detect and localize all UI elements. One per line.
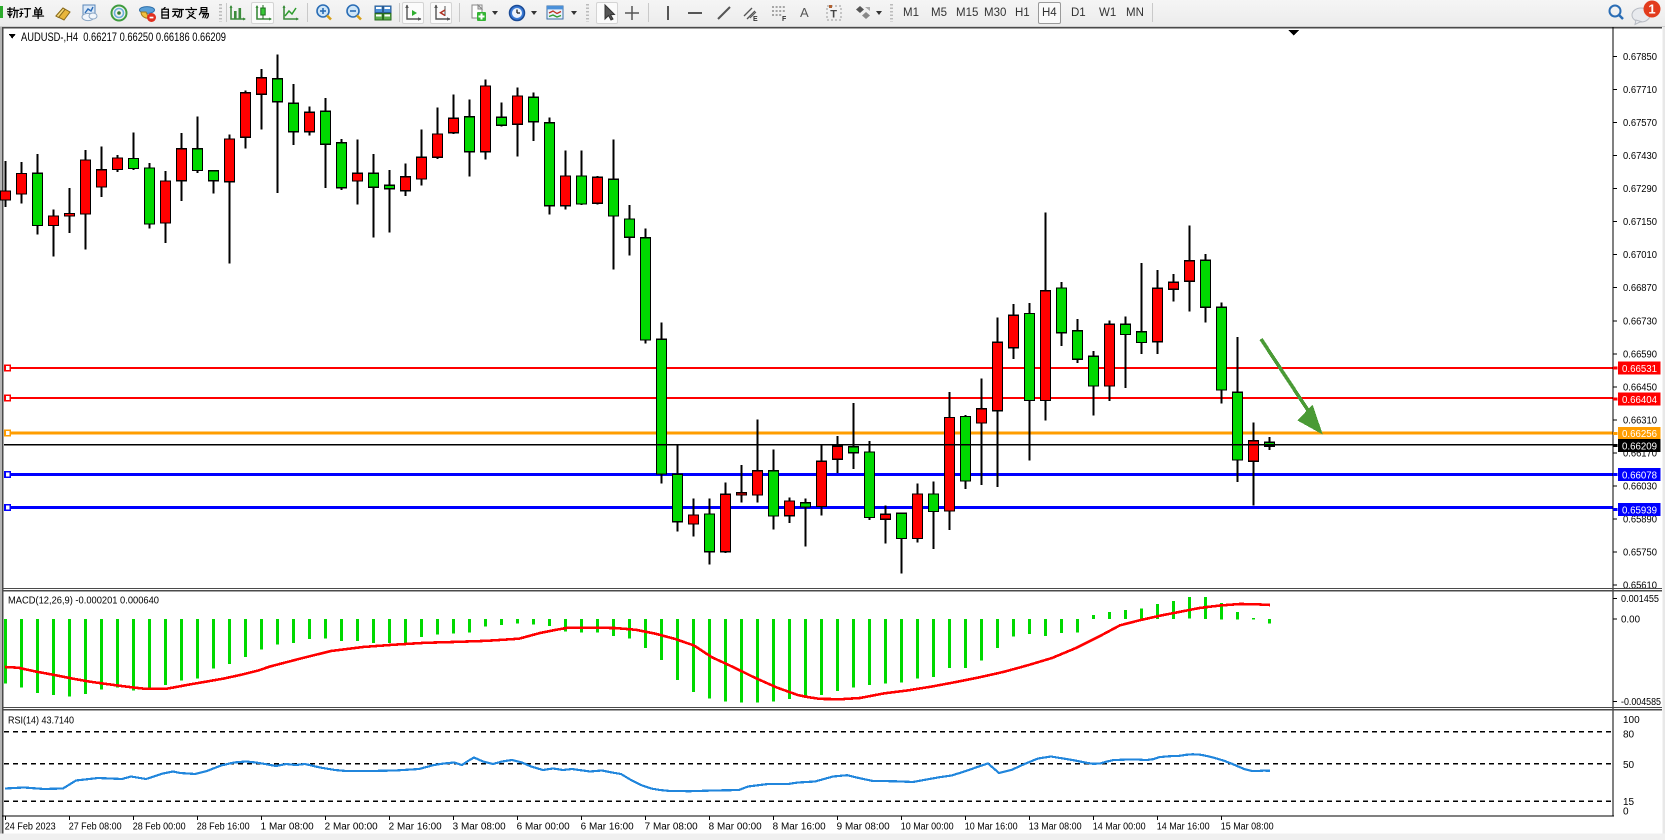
svg-text:E: E xyxy=(753,16,758,23)
svg-text:15 Mar 08:00: 15 Mar 08:00 xyxy=(1221,822,1275,833)
svg-text:F: F xyxy=(782,16,787,23)
svg-text:0.66450: 0.66450 xyxy=(1623,382,1657,393)
svg-text:3 Mar 08:00: 3 Mar 08:00 xyxy=(453,822,507,833)
svg-text:0.66590: 0.66590 xyxy=(1623,349,1657,360)
svg-text:0.67010: 0.67010 xyxy=(1623,250,1657,261)
svg-text:0.66870: 0.66870 xyxy=(1623,283,1657,294)
svg-text:9 Mar 08:00: 9 Mar 08:00 xyxy=(837,822,891,833)
svg-text:8 Mar 00:00: 8 Mar 00:00 xyxy=(709,822,763,833)
svg-text:1: 1 xyxy=(1648,2,1655,17)
svg-text:14 Mar 16:00: 14 Mar 16:00 xyxy=(1157,822,1211,833)
svg-text:0.67430: 0.67430 xyxy=(1623,151,1657,162)
svg-text:28 Feb 00:00: 28 Feb 00:00 xyxy=(133,822,186,833)
svg-text:15: 15 xyxy=(1623,797,1635,808)
svg-text:0.66209: 0.66209 xyxy=(1622,441,1657,452)
svg-text:0.66310: 0.66310 xyxy=(1623,415,1657,426)
svg-text:0.001455: 0.001455 xyxy=(1621,594,1659,605)
svg-text:0.67290: 0.67290 xyxy=(1623,184,1657,195)
svg-text:14 Mar 00:00: 14 Mar 00:00 xyxy=(1093,822,1147,833)
svg-text:1 Mar 08:00: 1 Mar 08:00 xyxy=(261,822,315,833)
svg-text:0.67150: 0.67150 xyxy=(1623,217,1657,228)
svg-text:T: T xyxy=(830,9,837,21)
svg-text:10 Mar 16:00: 10 Mar 16:00 xyxy=(965,822,1019,833)
svg-text:RSI(14) 43.7140: RSI(14) 43.7140 xyxy=(8,716,74,727)
svg-text:2 Mar 16:00: 2 Mar 16:00 xyxy=(389,822,443,833)
svg-text:27 Feb 08:00: 27 Feb 08:00 xyxy=(69,822,122,833)
svg-text:6 Mar 16:00: 6 Mar 16:00 xyxy=(581,822,635,833)
svg-text:0.67850: 0.67850 xyxy=(1623,52,1657,63)
svg-text:0.66404: 0.66404 xyxy=(1622,395,1657,406)
svg-text:8 Mar 16:00: 8 Mar 16:00 xyxy=(773,822,827,833)
svg-text:24 Feb 2023: 24 Feb 2023 xyxy=(5,822,56,833)
svg-text:0.66730: 0.66730 xyxy=(1623,316,1657,327)
svg-text:0.66030: 0.66030 xyxy=(1623,482,1657,493)
svg-text:0.65750: 0.65750 xyxy=(1623,548,1657,559)
svg-text:10 Mar 00:00: 10 Mar 00:00 xyxy=(901,822,955,833)
svg-text:0: 0 xyxy=(1623,807,1629,818)
svg-text:0.67710: 0.67710 xyxy=(1623,85,1657,96)
svg-text:0.65610: 0.65610 xyxy=(1623,581,1657,592)
svg-text:AUDUSD-,H4 0.66217 0.66250 0.: AUDUSD-,H4 0.66217 0.66250 0.66186 0.662… xyxy=(21,30,226,44)
svg-text:100: 100 xyxy=(1623,715,1640,726)
svg-text:50: 50 xyxy=(1623,760,1635,771)
svg-text:7 Mar 08:00: 7 Mar 08:00 xyxy=(645,822,699,833)
svg-text:80: 80 xyxy=(1623,729,1635,740)
svg-text:2 Mar 00:00: 2 Mar 00:00 xyxy=(325,822,379,833)
svg-text:0.66170: 0.66170 xyxy=(1623,449,1657,460)
svg-text:0.65890: 0.65890 xyxy=(1623,515,1657,526)
svg-text:0.66078: 0.66078 xyxy=(1622,470,1657,481)
svg-text:0.67570: 0.67570 xyxy=(1623,118,1657,129)
svg-text:13 Mar 08:00: 13 Mar 08:00 xyxy=(1029,822,1083,833)
svg-text:28 Feb 16:00: 28 Feb 16:00 xyxy=(197,822,250,833)
svg-text:MACD(12,26,9) -0.000201 0.0006: MACD(12,26,9) -0.000201 0.000640 xyxy=(8,596,159,607)
svg-text:0.65939: 0.65939 xyxy=(1622,505,1657,516)
svg-text:0.00: 0.00 xyxy=(1621,614,1640,625)
svg-text:0.66531: 0.66531 xyxy=(1622,364,1657,375)
svg-text:0.66256: 0.66256 xyxy=(1622,429,1657,440)
svg-text:-0.004585: -0.004585 xyxy=(1621,697,1661,708)
svg-text:6 Mar 00:00: 6 Mar 00:00 xyxy=(517,822,571,833)
